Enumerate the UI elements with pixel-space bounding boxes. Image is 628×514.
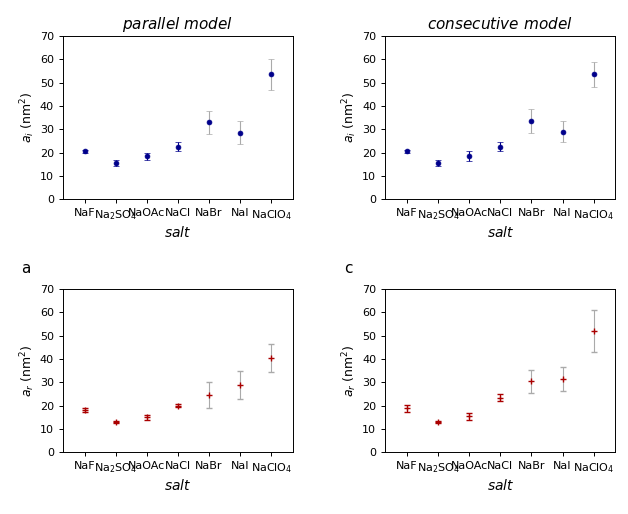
X-axis label: $\mathit{salt}$: $\mathit{salt}$ bbox=[487, 478, 514, 493]
Title: $\mathit{parallel\ model}$: $\mathit{parallel\ model}$ bbox=[122, 15, 234, 34]
X-axis label: $\mathit{salt}$: $\mathit{salt}$ bbox=[487, 225, 514, 240]
Y-axis label: $a_i$ (nm$^2$): $a_i$ (nm$^2$) bbox=[340, 92, 359, 143]
Y-axis label: $a_i$ (nm$^2$): $a_i$ (nm$^2$) bbox=[18, 92, 37, 143]
Title: $\mathit{consecutive\ model}$: $\mathit{consecutive\ model}$ bbox=[428, 16, 573, 32]
Text: c: c bbox=[344, 261, 352, 277]
Text: a: a bbox=[21, 261, 31, 277]
X-axis label: $\mathit{salt}$: $\mathit{salt}$ bbox=[164, 225, 192, 240]
Y-axis label: $a_r$ (nm$^2$): $a_r$ (nm$^2$) bbox=[18, 344, 37, 397]
Y-axis label: $a_r$ (nm$^2$): $a_r$ (nm$^2$) bbox=[340, 344, 359, 397]
X-axis label: $\mathit{salt}$: $\mathit{salt}$ bbox=[164, 478, 192, 493]
